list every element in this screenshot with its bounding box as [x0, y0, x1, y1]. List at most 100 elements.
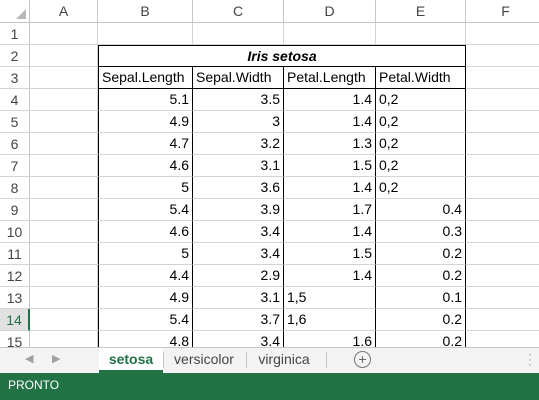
row-header-12[interactable]: 12 — [0, 265, 30, 287]
grid-cell[interactable] — [30, 199, 98, 221]
row-header-15[interactable]: 15 — [0, 331, 30, 347]
grid-cell[interactable] — [466, 221, 539, 243]
row-header-4[interactable]: 4 — [0, 89, 30, 111]
table-cell[interactable]: 3.1 — [193, 287, 284, 309]
tab-setosa[interactable]: setosa — [99, 348, 163, 373]
table-cell[interactable]: 1,6 — [284, 309, 376, 331]
table-cell[interactable]: 1.6 — [284, 331, 376, 347]
grid-cell[interactable] — [30, 265, 98, 287]
grid-cell[interactable] — [30, 89, 98, 111]
table-cell[interactable]: 1.3 — [284, 133, 376, 155]
grid-cell[interactable] — [30, 221, 98, 243]
table-title[interactable]: Iris setosa — [98, 45, 466, 67]
grid-cell[interactable] — [193, 23, 284, 45]
column-header-b[interactable]: B — [98, 0, 193, 23]
table-cell[interactable]: 4.6 — [98, 221, 193, 243]
tab-virginica[interactable]: virginica — [258, 351, 310, 367]
table-cell[interactable]: 5.4 — [98, 309, 193, 331]
row-header-13[interactable]: 13 — [0, 287, 30, 309]
table-cell[interactable]: 3.5 — [193, 89, 284, 111]
table-cell[interactable]: 4.7 — [98, 133, 193, 155]
row-header-8[interactable]: 8 — [0, 177, 30, 199]
table-cell[interactable]: 1,5 — [284, 287, 376, 309]
table-cell[interactable]: 3.6 — [193, 177, 284, 199]
table-cell[interactable]: 4.6 — [98, 155, 193, 177]
grid-cell[interactable] — [466, 133, 539, 155]
table-cell[interactable]: 5 — [98, 177, 193, 199]
grid-cell[interactable] — [466, 287, 539, 309]
table-cell[interactable]: 4.8 — [98, 331, 193, 347]
table-cell[interactable]: 1.4 — [284, 111, 376, 133]
table-cell[interactable]: 0.4 — [376, 199, 466, 221]
grid-cell[interactable] — [30, 23, 98, 45]
table-cell[interactable]: 3.4 — [193, 331, 284, 347]
grid-cell[interactable] — [30, 133, 98, 155]
grid-cell[interactable] — [466, 23, 539, 45]
tab-versicolor[interactable]: versicolor — [174, 351, 234, 367]
table-cell[interactable]: 1.4 — [284, 221, 376, 243]
column-header-f[interactable]: F — [466, 0, 539, 23]
table-cell[interactable]: 3.2 — [193, 133, 284, 155]
grid-cell[interactable] — [466, 265, 539, 287]
table-cell[interactable]: 0,2 — [376, 111, 466, 133]
table-cell[interactable]: 0.2 — [376, 331, 466, 347]
table-cell[interactable]: 0.2 — [376, 265, 466, 287]
table-cell[interactable]: 1.5 — [284, 243, 376, 265]
column-header-a[interactable]: A — [30, 0, 98, 23]
column-header-d[interactable]: D — [284, 0, 376, 23]
table-cell[interactable]: 5 — [98, 243, 193, 265]
table-cell[interactable]: 0,2 — [376, 133, 466, 155]
more-options-icon[interactable]: · · · — [528, 347, 532, 371]
row-header-14[interactable]: 14 — [0, 309, 30, 331]
table-cell[interactable]: 4.9 — [98, 287, 193, 309]
table-cell[interactable]: 1.4 — [284, 89, 376, 111]
grid-cell[interactable] — [30, 67, 98, 89]
row-header-9[interactable]: 9 — [0, 199, 30, 221]
table-cell[interactable]: 3.1 — [193, 155, 284, 177]
grid-cell[interactable] — [466, 45, 539, 67]
table-cell[interactable]: 3.9 — [193, 199, 284, 221]
table-cell[interactable]: 0.3 — [376, 221, 466, 243]
grid-cell[interactable] — [466, 177, 539, 199]
table-cell[interactable]: 5.4 — [98, 199, 193, 221]
column-label[interactable]: Petal.Width — [376, 67, 466, 89]
column-header-e[interactable]: E — [376, 0, 466, 23]
grid-cell[interactable] — [284, 23, 376, 45]
scroll-right-icon[interactable]: ▶ — [52, 353, 61, 365]
grid-cell[interactable] — [30, 309, 98, 331]
grid-cell[interactable] — [466, 67, 539, 89]
table-cell[interactable]: 0.1 — [376, 287, 466, 309]
row-header-10[interactable]: 10 — [0, 221, 30, 243]
spreadsheet-grid[interactable]: A B C D E F 1 2 3 4 5 6 7 8 9 10 11 12 13 14 15 Iris setosa Se… — [0, 0, 539, 347]
grid-cell[interactable] — [466, 309, 539, 331]
column-label[interactable]: Sepal.Length — [98, 67, 193, 89]
table-cell[interactable]: 1.4 — [284, 265, 376, 287]
row-header-3[interactable]: 3 — [0, 67, 30, 89]
row-header-5[interactable]: 5 — [0, 111, 30, 133]
row-header-1[interactable]: 1 — [0, 23, 30, 45]
grid-cell[interactable] — [466, 243, 539, 265]
column-label[interactable]: Sepal.Width — [193, 67, 284, 89]
row-header-11[interactable]: 11 — [0, 243, 30, 265]
table-cell[interactable]: 4.4 — [98, 265, 193, 287]
table-cell[interactable]: 1.4 — [284, 177, 376, 199]
select-all-corner[interactable] — [0, 0, 30, 23]
grid-cell[interactable] — [30, 331, 98, 347]
table-cell[interactable]: 3 — [193, 111, 284, 133]
table-cell[interactable]: 3.7 — [193, 309, 284, 331]
table-cell[interactable]: 1.7 — [284, 199, 376, 221]
column-label[interactable]: Petal.Length — [284, 67, 376, 89]
grid-cell[interactable] — [30, 287, 98, 309]
column-header-c[interactable]: C — [193, 0, 284, 23]
grid-cell[interactable] — [466, 155, 539, 177]
add-sheet-button[interactable]: + — [354, 351, 371, 368]
grid-cell[interactable] — [466, 331, 539, 347]
row-header-6[interactable]: 6 — [0, 133, 30, 155]
table-cell[interactable]: 1.5 — [284, 155, 376, 177]
table-cell[interactable]: 0,2 — [376, 177, 466, 199]
table-cell[interactable]: 3.4 — [193, 243, 284, 265]
scroll-left-icon[interactable]: ◀ — [25, 353, 34, 365]
grid-cell[interactable] — [376, 23, 466, 45]
table-cell[interactable]: 2.9 — [193, 265, 284, 287]
table-cell[interactable]: 0,2 — [376, 155, 466, 177]
